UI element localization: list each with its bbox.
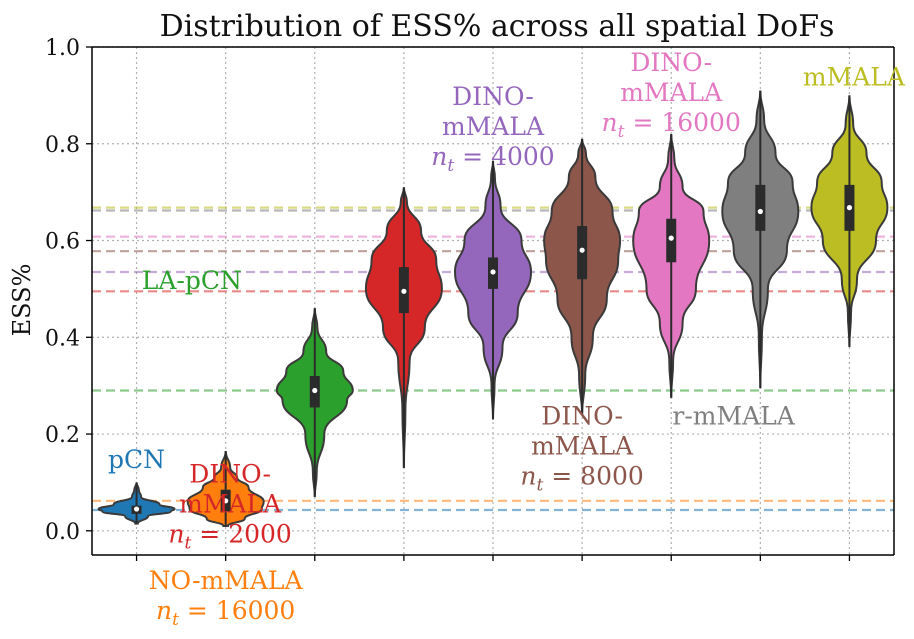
violins: [97, 89, 889, 527]
violin-median-6: [668, 235, 674, 241]
y-tick-label-3: 0.6: [45, 230, 80, 255]
y-ticks: 0.0 0.2 0.4 0.6 0.8 1.0: [45, 36, 92, 545]
method-label-4-line-1: mMALA: [442, 112, 545, 141]
method-label-6-line-1: mMALA: [620, 78, 723, 107]
method-label-6-line-0: DINO-: [630, 48, 712, 77]
axes: [91, 46, 895, 561]
method-label-2-line-0: LA-pCN: [142, 266, 242, 295]
violin-median-8: [846, 205, 853, 211]
method-label-5-line-2: nt = 8000: [520, 461, 643, 495]
method-label-3-line-2: nt = 2000: [168, 519, 291, 553]
violin-median-7: [757, 208, 763, 215]
y-tick-label-5: 1.0: [45, 36, 80, 61]
y-tick-label-4: 0.8: [45, 133, 80, 158]
method-label-8-line-0: mMALA: [803, 63, 906, 92]
violin-median-3: [401, 288, 407, 294]
method-label-1-line-0: NO-mMALA: [149, 566, 304, 595]
method-label-1-line-1: nt = 16000: [156, 596, 295, 630]
method-label-3-line-1: mMALA: [179, 489, 282, 518]
chart-title: Distribution of ESS% across all spatial …: [160, 9, 835, 44]
y-tick-label-2: 0.4: [45, 326, 80, 351]
violin-median-2: [312, 387, 318, 394]
violin-box-7: [755, 184, 766, 231]
violin-median-1: [223, 498, 229, 504]
violin-median-4: [490, 269, 496, 275]
method-label-4-line-0: DINO-: [452, 82, 534, 111]
violin-median-0: [133, 506, 140, 512]
method-label-0-line-0: pCN: [108, 445, 165, 474]
y-tick-label-1: 0.2: [45, 423, 80, 448]
y-tick-label-0: 0.0: [45, 520, 80, 545]
method-label-5-line-1: mMALA: [531, 431, 634, 460]
method-label-5-line-0: DINO-: [541, 401, 623, 430]
method-label-7-line-0: r-mMALA: [672, 401, 795, 430]
method-label-4-line-2: nt = 4000: [431, 142, 554, 176]
method-label-3-line-0: DINO-: [189, 459, 271, 488]
method-label-6-line-2: nt = 16000: [602, 108, 741, 142]
y-axis-label: ESS%: [8, 264, 36, 337]
violin-median-5: [579, 247, 585, 253]
